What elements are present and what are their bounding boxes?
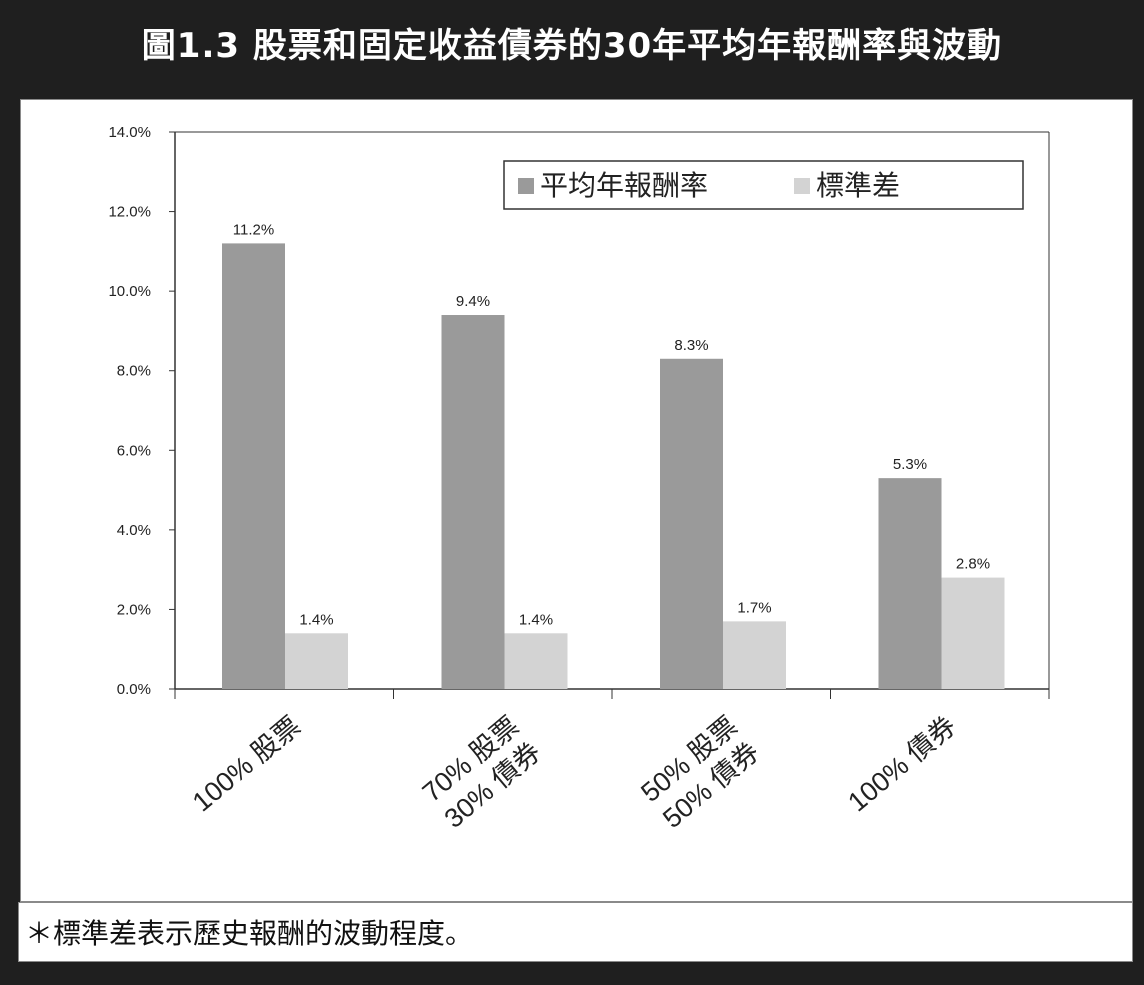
x-category-line: 100% 股票 (187, 711, 306, 818)
footnote: ＊標準差表示歷史報酬的波動程度。 (25, 917, 474, 950)
legend-label: 標準差 (816, 170, 900, 201)
y-tick-label: 4.0% (117, 522, 151, 539)
y-tick-label: 10.0% (108, 283, 151, 300)
data-label: 11.2% (233, 221, 274, 238)
chart-panel: 0.0% 2.0% 4.0% 6.0% 8.0% 10.0% 12.0% 14.0% 11.2%… (20, 99, 1133, 902)
data-label: 1.7% (737, 599, 771, 616)
bar-std-dev (723, 621, 786, 689)
bar-mean-return (222, 243, 285, 689)
legend: 平均年報酬率 標準差 (503, 160, 1024, 210)
y-tick-label: 12.0% (108, 204, 151, 221)
bar-chart: 0.0% 2.0% 4.0% 6.0% 8.0% 10.0% 12.0% 14.0% 11.2%… (108, 124, 1050, 834)
y-tick-label: 2.0% (117, 601, 151, 618)
x-category-line: 100% 債券 (842, 711, 961, 818)
bar-std-dev (285, 633, 348, 689)
bar-std-dev (504, 633, 568, 689)
data-label: 8.3% (674, 337, 708, 354)
legend-swatch (794, 178, 810, 194)
data-label: 9.4% (456, 293, 490, 310)
legend-swatch (518, 178, 534, 194)
data-label: 2.8% (956, 556, 990, 573)
data-label: 5.3% (893, 456, 927, 473)
x-category-label: 100% 債券 (842, 711, 961, 818)
y-tick-label: 0.0% (117, 681, 151, 698)
bar-mean-return (660, 358, 723, 689)
legend-box (503, 160, 1024, 210)
legend-label: 平均年報酬率 (540, 170, 708, 201)
bar-mean-return (878, 478, 942, 689)
chart-title: 圖1.3 股票和固定收益債券的30年平均年報酬率與波動 (141, 25, 1003, 66)
footnote-box: ＊標準差表示歷史報酬的波動程度。 (18, 902, 1133, 962)
bar-mean-return (441, 315, 505, 689)
y-tick-label: 6.0% (117, 442, 151, 459)
bar-std-dev (941, 577, 1005, 689)
x-category-label: 100% 股票 (187, 711, 306, 818)
y-tick-label: 8.0% (117, 363, 151, 380)
data-label: 1.4% (299, 611, 333, 628)
y-tick-label: 14.0% (108, 124, 151, 141)
data-label: 1.4% (519, 611, 553, 628)
